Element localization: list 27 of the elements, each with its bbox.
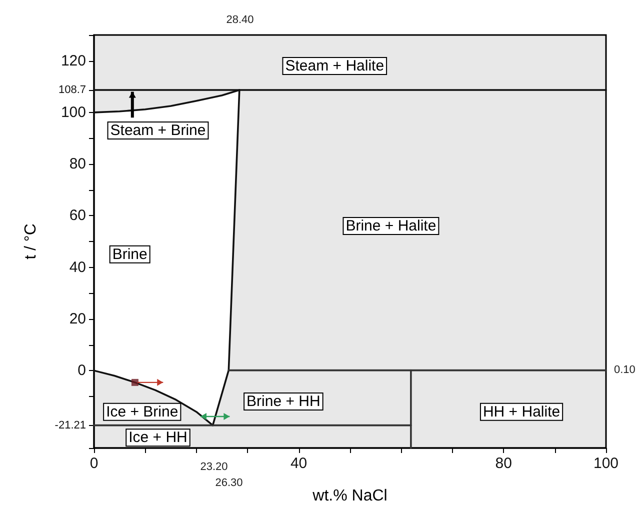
text: 26.30	[215, 477, 243, 489]
y-axis-title: t / °C	[22, 224, 40, 260]
y-tick-label: 120	[60, 52, 86, 70]
y-tick-label: 40	[69, 258, 86, 276]
x-tick-label: 40	[290, 455, 308, 472]
x-tick-label: 80	[495, 455, 512, 472]
annotation: Brine + Halite	[346, 218, 436, 235]
y-tick-label: 60	[69, 207, 86, 224]
text: 0.10	[614, 364, 636, 376]
y-tick-label: 108.7	[58, 84, 86, 96]
y-tick-label: 0	[78, 362, 86, 380]
annotation: Ice + Brine	[106, 403, 178, 420]
annotation: Steam + Halite	[285, 57, 384, 74]
y-tick-label: 100	[60, 104, 86, 121]
annotation: Ice + HH	[128, 429, 188, 446]
x-tick-label: 0	[90, 455, 98, 472]
annotation: Brine + HH	[246, 393, 320, 410]
annotation: Steam + Brine	[110, 122, 206, 140]
text: 28.40	[226, 14, 254, 26]
x-axis-title: wt.% NaCl	[312, 488, 388, 504]
annotation: Brine	[112, 246, 148, 263]
y-tick-label: 20	[69, 310, 86, 328]
y-tick-label: 80	[69, 156, 86, 173]
annotation: HH + Halite	[482, 403, 560, 420]
x-tick-label: 100	[593, 455, 619, 472]
text: 23.20	[200, 461, 228, 473]
y-tick-label: -21.21	[54, 419, 86, 432]
